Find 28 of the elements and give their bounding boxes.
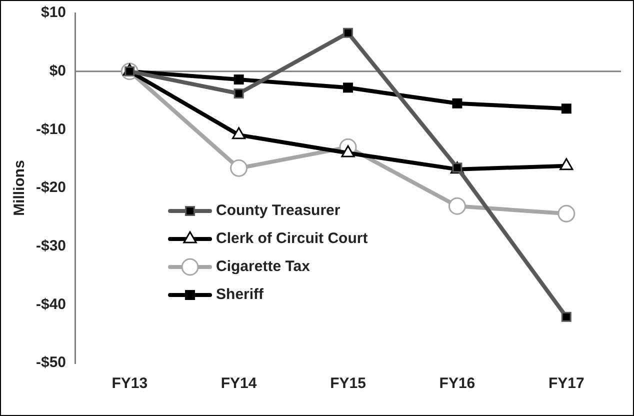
- legend-label: Sheriff: [216, 286, 265, 304]
- y-tick-label: -$40: [36, 296, 66, 313]
- y-tick-label: -$10: [36, 120, 66, 138]
- point: [230, 159, 248, 177]
- x-tick-label: FY15: [330, 375, 366, 392]
- point: [558, 204, 576, 222]
- x-tick-label: FY16: [439, 375, 476, 392]
- y-tick-label: -$50: [36, 354, 66, 372]
- y-axis-title: Millions: [11, 160, 28, 216]
- point: [234, 74, 244, 84]
- point: [448, 197, 466, 215]
- point: [343, 28, 354, 38]
- point: [452, 98, 462, 108]
- point: [234, 88, 244, 98]
- point: [561, 312, 572, 322]
- x-tick-label: FY13: [112, 375, 148, 392]
- legend-label: County Treasurer: [216, 202, 340, 220]
- legend-label: Cigarette Tax: [216, 258, 311, 276]
- y-tick-label: -$20: [36, 179, 66, 196]
- x-tick-label: FY17: [548, 375, 584, 392]
- point: [561, 104, 572, 114]
- y-tick-label: $0: [49, 62, 66, 80]
- y-tick-label: -$30: [36, 237, 66, 254]
- point: [560, 158, 574, 170]
- point: [343, 82, 354, 93]
- x-tick-label: FY14: [220, 375, 258, 392]
- legend-label: Clerk of Circuit Court: [216, 230, 368, 248]
- y-tick-label: $10: [40, 4, 66, 22]
